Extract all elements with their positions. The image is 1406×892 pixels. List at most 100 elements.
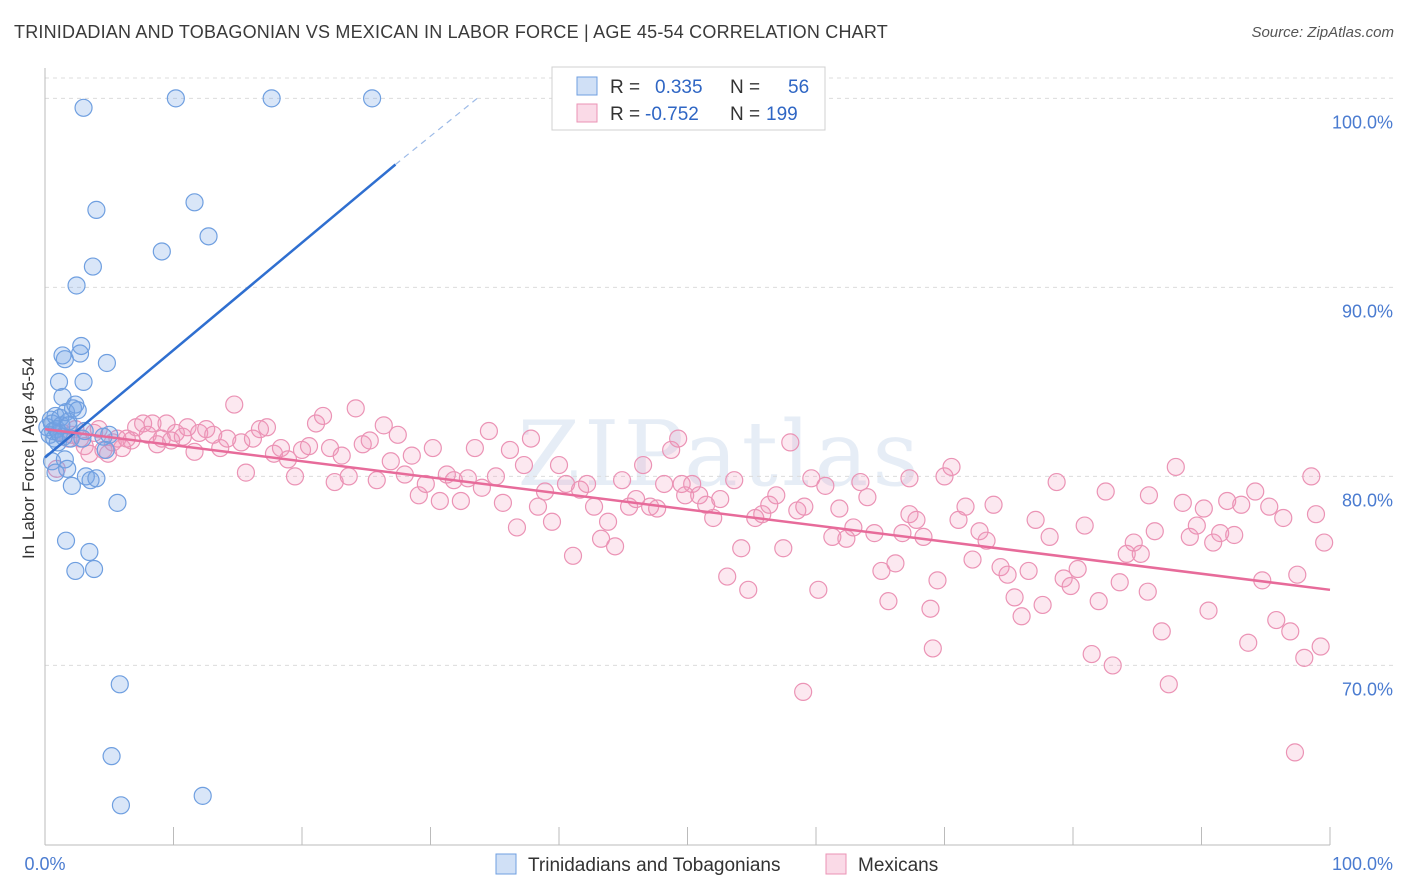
source-label: Source: ZipAtlas.com xyxy=(1251,24,1394,41)
legend-swatch-pink xyxy=(576,103,598,123)
point-mexican xyxy=(1145,522,1164,541)
point-mexican xyxy=(844,518,863,537)
point-mexican xyxy=(676,486,695,505)
point-mexican xyxy=(339,467,358,486)
y-tick-label: 70.0% xyxy=(1342,679,1393,699)
point-mexican xyxy=(942,457,961,477)
point-mexican xyxy=(1068,559,1087,579)
trend-line-trinidadians xyxy=(44,163,397,459)
point-mexican xyxy=(451,491,470,511)
point-mexican xyxy=(1139,486,1159,505)
point-mexican xyxy=(591,529,611,548)
y-tick-label: 90.0% xyxy=(1342,301,1393,321)
legend-n-value-1: 56 xyxy=(788,77,809,98)
point-trinidadian xyxy=(152,242,171,261)
bottom-legend-swatch-blue xyxy=(495,853,517,875)
point-mexican xyxy=(1159,675,1178,694)
point-trinidadian xyxy=(87,469,106,488)
point-mexican xyxy=(634,455,653,475)
point-mexican xyxy=(1187,516,1206,535)
point-mexican xyxy=(886,554,905,573)
point-mexican xyxy=(521,429,541,448)
point-mexican xyxy=(1110,573,1129,592)
point-mexican xyxy=(1082,644,1101,664)
point-mexican xyxy=(872,561,891,581)
point-trinidadian xyxy=(97,353,117,373)
point-mexican xyxy=(465,438,484,458)
point-mexican xyxy=(732,539,751,558)
point-trinidadian xyxy=(56,531,76,550)
point-mexican xyxy=(809,580,828,599)
point-mexican xyxy=(584,497,604,516)
point-mexican xyxy=(285,467,305,486)
point-trinidadian xyxy=(67,276,86,295)
point-trinidadian xyxy=(83,257,102,276)
point-mexican xyxy=(1019,561,1038,581)
legend-r-value-1: 0.335 xyxy=(655,77,703,98)
point-mexican xyxy=(921,599,940,618)
point-mexican xyxy=(907,510,926,529)
legend-r-label-1: R = xyxy=(610,77,640,98)
point-mexican xyxy=(218,429,237,448)
point-trinidadian xyxy=(96,440,115,460)
point-trinidadian xyxy=(87,200,106,219)
point-mexican xyxy=(648,499,667,518)
point-trinidadian xyxy=(193,786,212,805)
point-mexican xyxy=(528,497,548,516)
point-mexican xyxy=(802,469,821,488)
point-mexican xyxy=(507,518,527,537)
series-legend: Trinidadians and Tobagonians Mexicans xyxy=(495,853,938,876)
y-tick-label: 100.0% xyxy=(1332,112,1393,132)
point-mexican xyxy=(795,497,814,516)
point-mexican xyxy=(1194,499,1213,518)
point-mexican xyxy=(1166,457,1185,477)
point-mexican xyxy=(900,469,919,488)
point-mexican xyxy=(1075,516,1094,535)
point-trinidadian xyxy=(362,89,382,108)
point-mexican xyxy=(479,421,499,441)
x-tick-label: 0.0% xyxy=(24,854,65,874)
point-mexican xyxy=(914,527,933,546)
point-mexican xyxy=(1061,576,1080,596)
point-mexican xyxy=(1180,527,1199,546)
point-mexican xyxy=(816,476,835,495)
point-mexican xyxy=(893,524,912,543)
trend-lines xyxy=(44,97,1331,592)
point-mexican xyxy=(1117,544,1136,564)
point-mexican xyxy=(1211,524,1230,543)
point-mexican xyxy=(1173,493,1192,512)
point-mexican xyxy=(956,497,975,516)
point-mexican xyxy=(500,440,520,460)
point-mexican xyxy=(879,592,898,611)
point-trinidadian xyxy=(80,542,99,562)
point-trinidadian xyxy=(66,561,85,581)
point-mexican xyxy=(998,565,1017,584)
point-mexican xyxy=(1239,633,1258,652)
watermark: ZIPatlas xyxy=(517,402,922,507)
point-mexican xyxy=(935,467,954,486)
point-trinidadian xyxy=(46,463,65,482)
point-trinidadian xyxy=(111,796,131,815)
point-mexican xyxy=(718,567,737,586)
point-mexican xyxy=(486,467,506,486)
point-mexican xyxy=(669,429,688,448)
point-mexican xyxy=(1033,595,1052,615)
point-mexican xyxy=(1012,607,1031,626)
point-mexican xyxy=(493,493,513,512)
point-mexican xyxy=(612,471,632,490)
point-mexican xyxy=(928,571,947,590)
bottom-legend-label-trinidadians: Trinidadians and Tobagonians xyxy=(528,855,780,876)
point-mexican xyxy=(577,474,597,494)
point-mexican xyxy=(858,488,877,507)
point-mexican xyxy=(1218,491,1237,511)
point-mexican xyxy=(991,558,1010,577)
point-mexican xyxy=(1152,622,1171,641)
point-trinidadian xyxy=(84,559,104,579)
point-mexican xyxy=(1131,544,1150,564)
point-mexican xyxy=(1096,482,1115,501)
point-mexican xyxy=(542,512,562,531)
point-mexican xyxy=(683,474,702,494)
point-trinidadian xyxy=(62,476,81,495)
trend-line-mexicans xyxy=(44,427,1331,592)
point-mexican xyxy=(794,682,813,701)
